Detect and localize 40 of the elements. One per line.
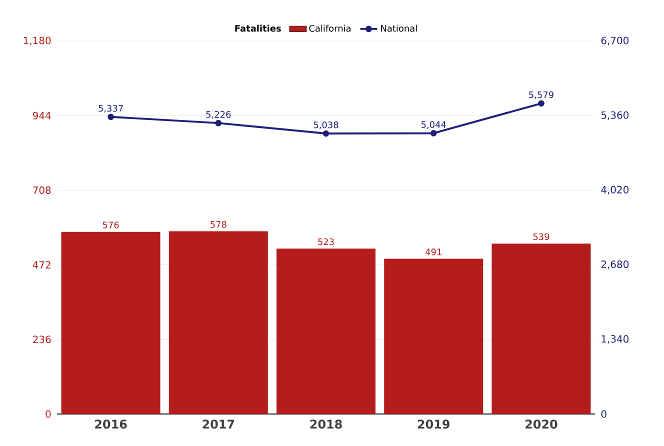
y-tick-label: 0 (46, 410, 51, 418)
x-tick-label: 2020 (526, 420, 558, 429)
y-tick-label: 944 (32, 112, 51, 120)
bar (168, 231, 268, 414)
data-label: 578 (210, 220, 226, 228)
x-tick-label: 2017 (202, 420, 234, 429)
legend-label: California (309, 24, 350, 32)
y2-tick-label: 1,340 (602, 335, 629, 344)
data-label: 5,579 (529, 91, 554, 100)
data-label: 491 (425, 248, 442, 256)
bar (492, 244, 591, 414)
data-label: 5,044 (421, 121, 446, 129)
data-label: 5,226 (206, 111, 231, 119)
point (108, 114, 114, 120)
point (322, 130, 330, 137)
y-tick-label: 236 (33, 336, 51, 344)
data-label: 576 (102, 222, 119, 228)
data-label: 5,038 (314, 122, 338, 130)
point (215, 120, 222, 126)
data-label: 539 (533, 233, 550, 240)
y2-tick-label: 5,360 (601, 111, 629, 120)
data-label: 523 (318, 238, 334, 246)
y2-tick-label: 2,680 (601, 260, 629, 270)
y-tick-label: 708 (33, 186, 51, 194)
bar (61, 232, 160, 414)
x-tick-label: 2016 (95, 420, 127, 429)
x-tick-label: 2019 (418, 420, 450, 429)
y2-tick-label: 6,700 (601, 36, 629, 46)
y-tick-label: 1,180 (24, 36, 51, 46)
legend-title: Fatalities (235, 24, 281, 32)
bar (276, 248, 376, 414)
legend-label: National (381, 24, 417, 32)
bar (384, 258, 484, 414)
point (538, 100, 544, 107)
point (430, 130, 437, 136)
data-label: 5,337 (98, 104, 123, 113)
y2-tick-label: 0 (601, 410, 606, 418)
y2-tick-label: 4,020 (601, 186, 629, 194)
x-tick-label: 2018 (310, 420, 342, 429)
y-tick-label: 472 (32, 261, 50, 268)
